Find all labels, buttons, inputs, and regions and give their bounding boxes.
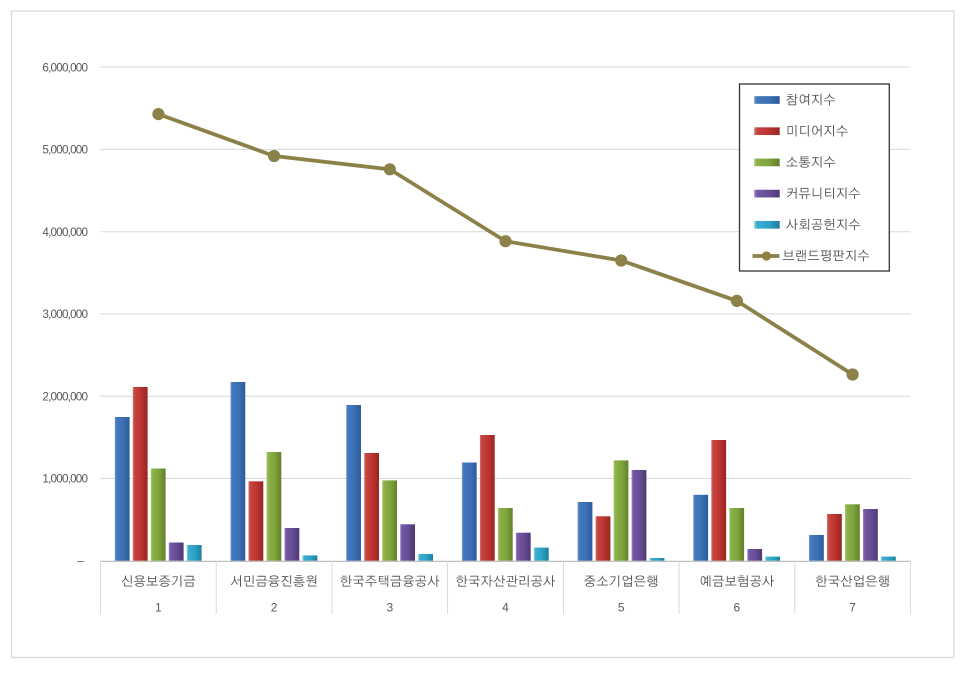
svg-text:4: 4 — [502, 601, 509, 615]
svg-text:2: 2 — [271, 601, 278, 615]
svg-text:2,000,000: 2,000,000 — [42, 390, 88, 403]
svg-text:3,000,000: 3,000,000 — [42, 308, 88, 321]
svg-text:5: 5 — [618, 601, 625, 615]
svg-text:6,000,000: 6,000,000 — [42, 61, 88, 74]
svg-text:–: – — [77, 555, 84, 568]
svg-text:5,000,000: 5,000,000 — [42, 144, 88, 157]
svg-text:1,000,000: 1,000,000 — [42, 473, 88, 486]
svg-text:3: 3 — [386, 601, 393, 615]
svg-text:7: 7 — [849, 601, 856, 615]
svg-text:1: 1 — [155, 601, 162, 615]
svg-text:6: 6 — [734, 601, 741, 615]
svg-text:4,000,000: 4,000,000 — [42, 226, 88, 239]
